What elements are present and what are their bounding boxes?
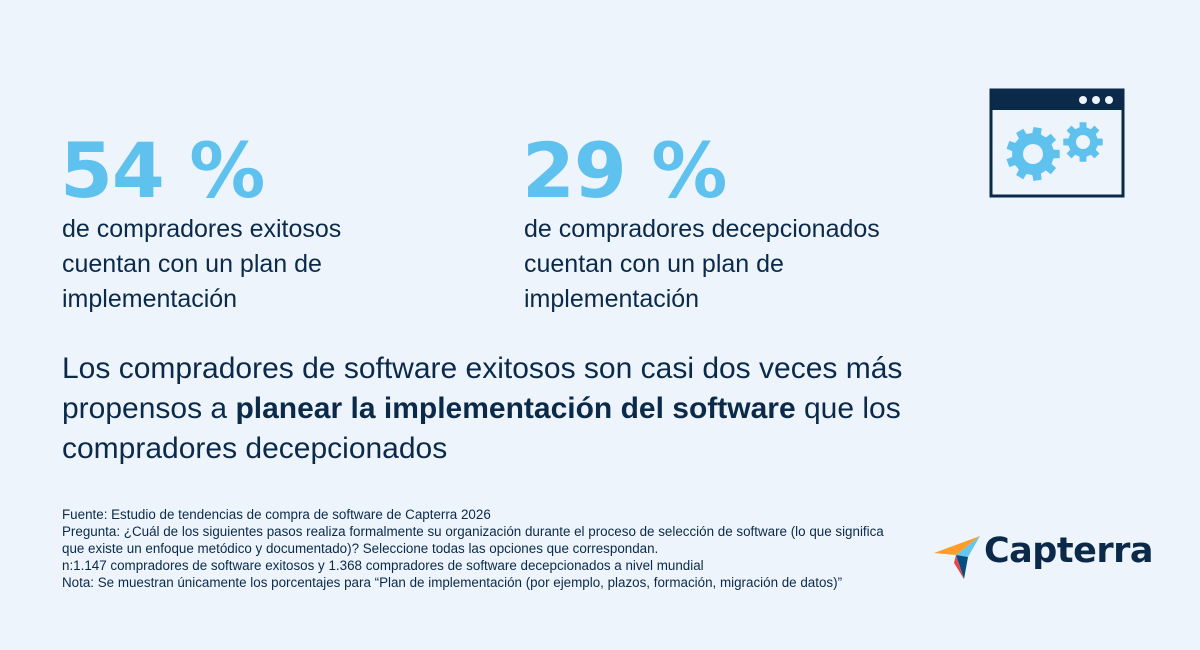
footnote-sample: n:1.147 compradores de software exitosos…: [62, 558, 704, 573]
headline: Los compradores de software exitosos son…: [62, 349, 922, 469]
stat-successful-value: 54 %: [60, 126, 265, 215]
browser-window-gears-icon: [989, 88, 1125, 198]
headline-text-end: que los compradores decepcionados: [62, 392, 901, 465]
footnote-note: Nota: Se muestran únicamente los porcent…: [62, 575, 843, 590]
footnote-source: Fuente: Estudio de tendencias de compra …: [62, 507, 491, 522]
footnote-question: Pregunta: ¿Cuál de los siguientes pasos …: [62, 524, 884, 556]
headline-emphasis: planear la implementación del software: [235, 392, 796, 425]
capterra-logo: Capterra: [934, 531, 1164, 583]
stat-disappointed-value: 29 %: [522, 126, 727, 215]
stat-disappointed-description: de compradores decepcionados cuentan con…: [524, 215, 880, 313]
footnote: Fuente: Estudio de tendencias de compra …: [62, 506, 902, 591]
gear-large-icon: [1006, 127, 1060, 181]
gear-small-icon: [1063, 122, 1103, 162]
capterra-logo-text: Capterra: [984, 531, 1153, 571]
stat-successful-description: de compradores exitosos cuentan con un p…: [62, 215, 342, 313]
headline-text-start: Los compradores de software exitosos son…: [62, 352, 903, 425]
capterra-arrow-icon: [934, 536, 980, 579]
